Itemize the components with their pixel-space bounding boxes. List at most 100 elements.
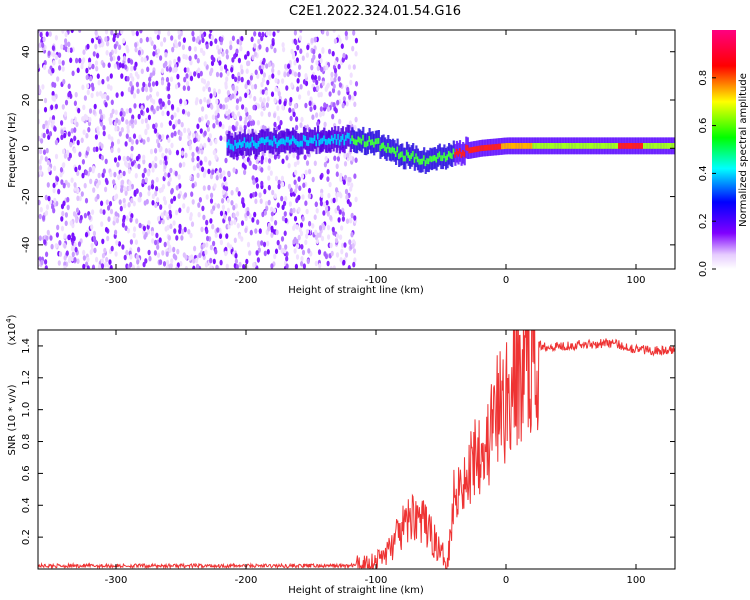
noise-speckle	[199, 128, 203, 134]
noise-speckle	[285, 85, 289, 91]
ridge-core	[254, 142, 257, 149]
noise-speckle	[67, 47, 71, 53]
noise-speckle	[54, 54, 59, 61]
ridge-core	[348, 133, 351, 139]
noise-speckle	[148, 162, 152, 169]
ridge-core	[602, 143, 605, 149]
noise-speckle	[114, 126, 118, 132]
noise-speckle	[76, 258, 80, 265]
noise-speckle	[152, 70, 156, 76]
noise-speckle	[344, 252, 349, 258]
noise-speckle	[102, 125, 106, 131]
noise-speckle	[90, 82, 94, 89]
noise-speckle	[321, 110, 325, 117]
noise-speckle	[125, 162, 129, 168]
noise-speckle	[239, 64, 243, 70]
y-tick-label: 40	[21, 45, 32, 58]
noise-speckle	[248, 115, 252, 121]
noise-speckle	[341, 211, 345, 217]
noise-speckle	[55, 232, 60, 238]
noise-speckle	[274, 86, 278, 92]
ridge-core	[588, 143, 591, 149]
noise-speckle	[95, 146, 99, 152]
noise-speckle	[269, 170, 273, 176]
noise-speckle	[125, 44, 129, 51]
noise-speckle	[353, 257, 357, 263]
noise-speckle	[273, 253, 277, 260]
noise-speckle	[238, 261, 242, 268]
noise-speckle	[156, 197, 160, 203]
noise-speckle	[169, 223, 173, 230]
ridge-core	[466, 145, 469, 151]
y-tick-label: -20	[21, 188, 32, 204]
noise-speckle	[183, 226, 187, 233]
noise-speckle	[146, 123, 150, 129]
noise-speckle	[129, 239, 133, 245]
noise-speckle	[170, 114, 174, 121]
noise-speckle	[219, 239, 223, 246]
noise-speckle	[333, 38, 337, 44]
noise-speckle	[61, 30, 65, 34]
noise-speckle	[301, 216, 305, 222]
noise-speckle	[154, 202, 158, 209]
noise-speckle	[290, 48, 294, 55]
noise-speckle	[51, 67, 55, 74]
ridge-core	[242, 141, 245, 147]
noise-speckle	[136, 88, 140, 94]
ridge-core	[536, 143, 540, 149]
noise-speckle	[277, 183, 281, 190]
noise-speckle	[278, 244, 282, 250]
noise-speckle	[108, 259, 112, 265]
noise-speckle	[284, 63, 288, 70]
ridge-core	[413, 157, 416, 163]
noise-speckle	[285, 255, 289, 262]
noise-speckle	[90, 224, 94, 230]
ridge-core	[664, 143, 668, 149]
noise-speckle	[205, 194, 209, 200]
noise-speckle	[297, 206, 301, 213]
noise-speckle	[350, 182, 354, 188]
noise-speckle	[84, 197, 89, 204]
noise-speckle	[271, 73, 275, 79]
ridge-core	[430, 156, 434, 163]
noise-speckle	[105, 256, 109, 263]
noise-speckle	[130, 145, 134, 152]
ridge-core	[521, 143, 524, 149]
noise-speckle	[339, 257, 343, 263]
ridge-core	[627, 143, 630, 149]
noise-speckle	[100, 258, 104, 265]
noise-speckle	[101, 238, 105, 245]
noise-speckle	[162, 261, 167, 267]
noise-speckle	[345, 218, 350, 224]
noise-speckle	[219, 72, 223, 78]
noise-speckle	[216, 203, 221, 209]
noise-speckle	[276, 30, 280, 34]
noise-speckle	[113, 43, 117, 50]
noise-speckle	[149, 86, 153, 93]
noise-speckle	[204, 262, 208, 268]
ridge-core	[552, 143, 555, 149]
noise-speckle	[226, 96, 230, 102]
noise-speckle	[199, 47, 204, 54]
noise-speckle	[103, 93, 107, 100]
noise-speckle	[106, 76, 110, 82]
ridge-core	[540, 143, 543, 149]
noise-speckle	[331, 113, 335, 120]
noise-speckle	[212, 258, 216, 265]
ridge-core	[625, 143, 629, 149]
noise-speckle	[289, 208, 293, 214]
noise-speckle	[97, 264, 102, 269]
ridge-core	[231, 143, 234, 150]
noise-speckle	[295, 243, 300, 249]
ridge-core	[259, 138, 262, 144]
ridge-core	[647, 143, 650, 149]
noise-speckle	[316, 65, 320, 72]
noise-speckle	[121, 222, 125, 228]
noise-speckle	[135, 218, 139, 224]
noise-speckle	[209, 265, 213, 269]
noise-speckle	[315, 112, 319, 118]
noise-speckle	[308, 168, 312, 175]
noise-speckle	[273, 112, 277, 119]
noise-speckle	[224, 84, 228, 90]
noise-speckle	[168, 66, 172, 73]
